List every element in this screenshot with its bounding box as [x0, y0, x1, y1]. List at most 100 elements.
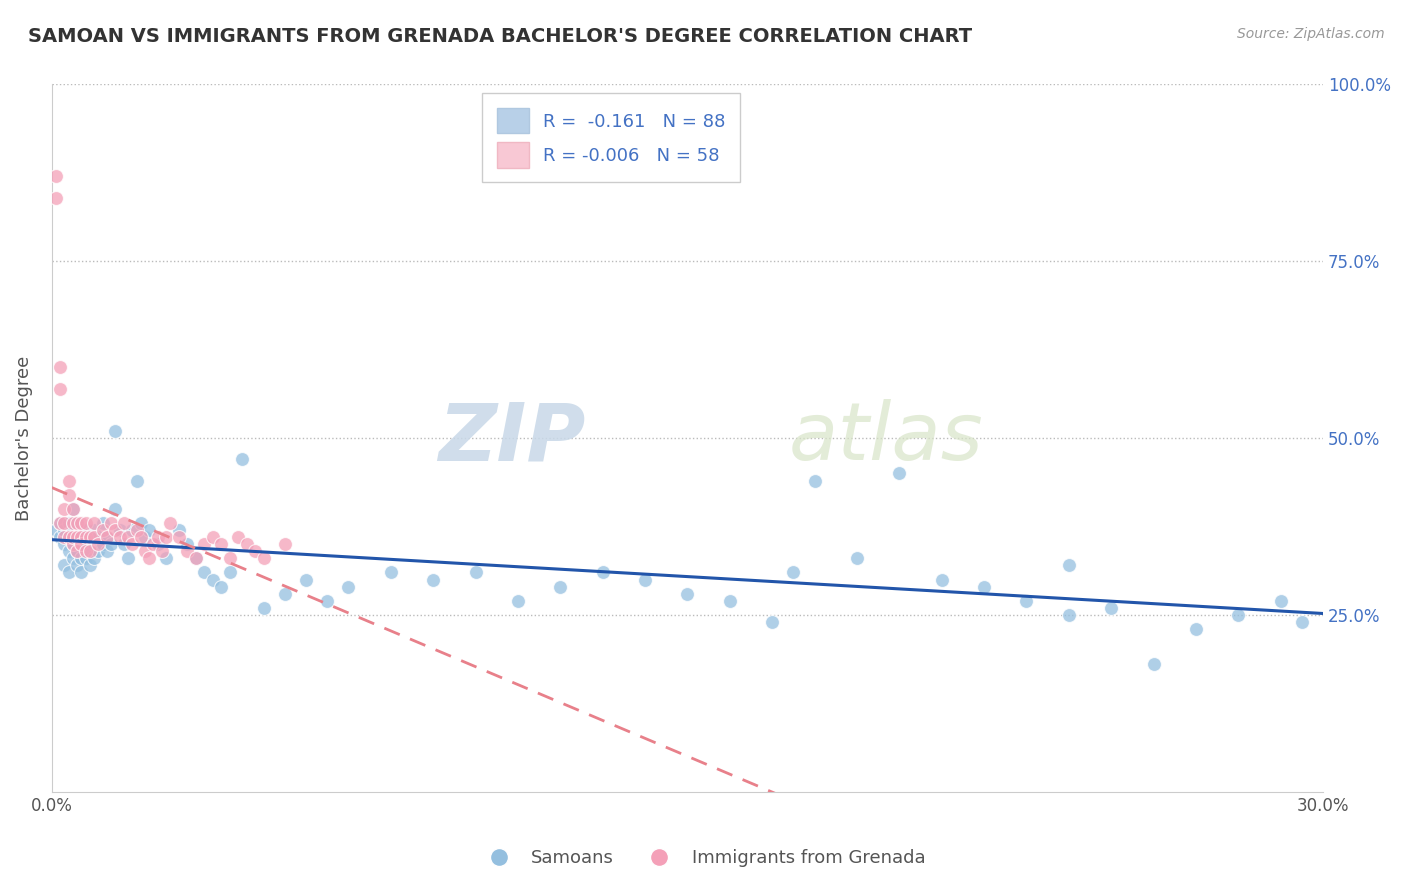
- Point: [761, 615, 783, 629]
- Point: [1099, 600, 1122, 615]
- Point: [58, 544, 80, 558]
- Point: [1291, 615, 1313, 629]
- Point: [70, 551, 93, 566]
- Point: [134, 530, 156, 544]
- Point: [62, 551, 84, 566]
- Point: [91, 523, 114, 537]
- Point: [53, 530, 76, 544]
- Point: [58, 516, 80, 530]
- Point: [718, 593, 741, 607]
- Point: [295, 573, 318, 587]
- Point: [70, 516, 93, 530]
- Point: [66, 530, 89, 544]
- Point: [155, 551, 177, 566]
- Point: [91, 516, 114, 530]
- Point: [889, 467, 911, 481]
- Point: [58, 566, 80, 580]
- Point: [75, 537, 97, 551]
- Point: [150, 544, 173, 558]
- Point: [49, 360, 72, 375]
- Point: [104, 523, 127, 537]
- Legend: R =  -0.161   N = 88, R = -0.006   N = 58: R = -0.161 N = 88, R = -0.006 N = 58: [482, 94, 741, 183]
- Point: [193, 566, 215, 580]
- Point: [146, 537, 169, 551]
- Point: [75, 516, 97, 530]
- Point: [193, 537, 215, 551]
- Point: [121, 537, 143, 551]
- Point: [380, 566, 402, 580]
- Point: [45, 169, 67, 184]
- Point: [146, 530, 169, 544]
- Point: [803, 474, 825, 488]
- Point: [209, 537, 232, 551]
- Point: [53, 558, 76, 573]
- Point: [58, 488, 80, 502]
- Point: [226, 530, 249, 544]
- Point: [117, 551, 139, 566]
- Point: [79, 558, 101, 573]
- Point: [676, 587, 699, 601]
- Point: [184, 551, 207, 566]
- Point: [846, 551, 869, 566]
- Point: [66, 516, 89, 530]
- Point: [253, 600, 276, 615]
- Point: [75, 544, 97, 558]
- Point: [75, 523, 97, 537]
- Point: [87, 544, 110, 558]
- Point: [108, 530, 131, 544]
- Point: [70, 537, 93, 551]
- Point: [96, 530, 118, 544]
- Point: [96, 530, 118, 544]
- Point: [218, 551, 240, 566]
- Point: [253, 551, 276, 566]
- Point: [167, 523, 190, 537]
- Point: [66, 544, 89, 558]
- Point: [91, 537, 114, 551]
- Point: [506, 593, 529, 607]
- Point: [274, 587, 297, 601]
- Point: [243, 544, 266, 558]
- Point: [83, 523, 105, 537]
- Point: [79, 530, 101, 544]
- Point: [142, 537, 165, 551]
- Point: [201, 573, 224, 587]
- Point: [134, 544, 156, 558]
- Point: [1185, 622, 1208, 636]
- Point: [201, 530, 224, 544]
- Point: [316, 593, 339, 607]
- Point: [155, 530, 177, 544]
- Point: [1142, 657, 1164, 672]
- Point: [58, 530, 80, 544]
- Point: [70, 537, 93, 551]
- Point: [782, 566, 804, 580]
- Point: [62, 501, 84, 516]
- Point: [592, 566, 614, 580]
- Point: [49, 382, 72, 396]
- Point: [49, 516, 72, 530]
- Point: [45, 523, 67, 537]
- Point: [176, 544, 198, 558]
- Point: [62, 516, 84, 530]
- Point: [53, 537, 76, 551]
- Point: [96, 544, 118, 558]
- Point: [1270, 593, 1292, 607]
- Point: [66, 558, 89, 573]
- Point: [104, 501, 127, 516]
- Point: [70, 566, 93, 580]
- Point: [337, 580, 360, 594]
- Point: [70, 523, 93, 537]
- Point: [62, 537, 84, 551]
- Point: [167, 530, 190, 544]
- Point: [58, 530, 80, 544]
- Point: [125, 523, 148, 537]
- Point: [464, 566, 486, 580]
- Point: [53, 523, 76, 537]
- Point: [66, 530, 89, 544]
- Legend: Samoans, Immigrants from Grenada: Samoans, Immigrants from Grenada: [474, 842, 932, 874]
- Point: [83, 516, 105, 530]
- Point: [112, 516, 135, 530]
- Text: Source: ZipAtlas.com: Source: ZipAtlas.com: [1237, 27, 1385, 41]
- Point: [138, 551, 160, 566]
- Point: [129, 516, 152, 530]
- Point: [931, 573, 953, 587]
